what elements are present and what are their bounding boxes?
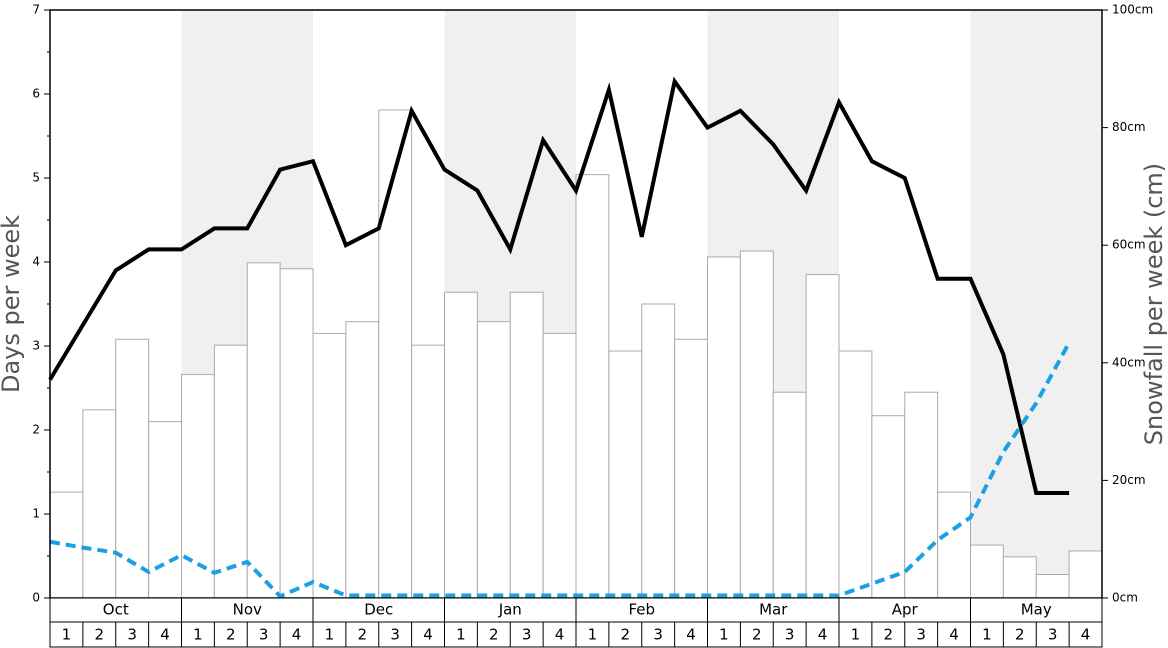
y2-tick-label: 40cm: [1112, 355, 1146, 369]
x-tick-label: 3: [522, 626, 532, 644]
bar: [970, 544, 1004, 599]
bar: [279, 268, 314, 599]
x-tick-label: 3: [785, 626, 795, 644]
bar: [1002, 556, 1037, 599]
month-band: [970, 10, 1102, 598]
bar: [575, 174, 610, 599]
x-tick-label: 3: [259, 626, 269, 644]
x-tick-label: 2: [752, 626, 762, 644]
x-tick-label: 4: [818, 626, 828, 644]
x-tick-label: 2: [884, 626, 894, 644]
x-tick-label: 3: [653, 626, 663, 644]
bar: [509, 291, 544, 599]
bar: [213, 344, 248, 599]
bar: [937, 491, 971, 599]
y-tick-label: 3: [32, 339, 40, 353]
bar: [378, 109, 413, 599]
month-label: Feb: [628, 601, 655, 619]
bar: [1035, 573, 1070, 599]
bar: [312, 332, 347, 599]
x-tick-label: 4: [160, 626, 170, 644]
month-label: Mar: [759, 601, 788, 619]
x-tick-label: 1: [588, 626, 598, 644]
y2-axis-title: Snowfall per week (cm): [1140, 163, 1168, 445]
x-tick-label: 1: [719, 626, 729, 644]
y2-tick-label: 60cm: [1112, 238, 1146, 252]
month-label: Dec: [364, 601, 393, 619]
month-label: Jan: [498, 601, 522, 619]
x-tick-label: 1: [325, 626, 335, 644]
bar: [82, 409, 117, 599]
bar: [871, 415, 906, 599]
x-tick-label: 4: [686, 626, 696, 644]
month-label: Nov: [233, 601, 262, 619]
x-tick-label: 2: [489, 626, 499, 644]
bar: [542, 332, 577, 599]
y2-tick-label: 100cm: [1112, 3, 1153, 17]
bar: [772, 391, 807, 599]
y-tick-label: 4: [32, 255, 40, 269]
x-tick-label: 2: [226, 626, 236, 644]
x-tick-label: 1: [851, 626, 861, 644]
x-tick-label: 4: [423, 626, 433, 644]
bar: [707, 256, 741, 599]
x-tick-label: 1: [456, 626, 466, 644]
bar: [246, 262, 281, 599]
y2-tick-label: 20cm: [1112, 473, 1146, 487]
y-tick-label: 6: [32, 87, 40, 101]
bar: [674, 338, 708, 599]
y-tick-label: 7: [32, 3, 40, 17]
bar: [641, 303, 676, 599]
bar: [345, 321, 380, 599]
x-tick-label: 3: [1048, 626, 1058, 644]
x-tick-label: 3: [916, 626, 926, 644]
y-tick-label: 0: [32, 591, 40, 605]
y2-tick-label: 0cm: [1112, 591, 1138, 605]
y-tick-label: 5: [32, 171, 40, 185]
y2-tick-label: 80cm: [1112, 120, 1146, 134]
bar: [476, 321, 511, 599]
y-tick-label: 1: [32, 507, 40, 521]
bar: [411, 344, 445, 599]
x-tick-label: 3: [127, 626, 137, 644]
month-label: May: [1021, 601, 1052, 619]
bar: [444, 291, 478, 599]
x-tick-label: 2: [95, 626, 105, 644]
x-tick-label: 2: [621, 626, 631, 644]
x-tick-label: 4: [555, 626, 565, 644]
x-tick-label: 1: [982, 626, 992, 644]
x-tick-label: 4: [1081, 626, 1091, 644]
month-label: Apr: [892, 601, 919, 619]
x-tick-label: 1: [193, 626, 203, 644]
bar: [805, 274, 840, 599]
bar: [1068, 550, 1103, 599]
x-tick-label: 4: [292, 626, 302, 644]
x-tick-label: 2: [1015, 626, 1025, 644]
line: [49, 341, 1071, 599]
bar: [608, 350, 643, 599]
x-tick-label: 2: [358, 626, 368, 644]
bar: [115, 338, 150, 599]
x-tick-label: 3: [390, 626, 400, 644]
x-tick-label: 4: [949, 626, 959, 644]
bar: [148, 421, 182, 599]
bar: [739, 250, 774, 599]
bar: [838, 350, 873, 599]
line: [48, 76, 1070, 495]
y-axis-title: Days per week: [0, 215, 25, 393]
month-label: Oct: [103, 601, 129, 619]
x-tick-label: 1: [62, 626, 72, 644]
y-tick-label: 2: [32, 423, 40, 437]
